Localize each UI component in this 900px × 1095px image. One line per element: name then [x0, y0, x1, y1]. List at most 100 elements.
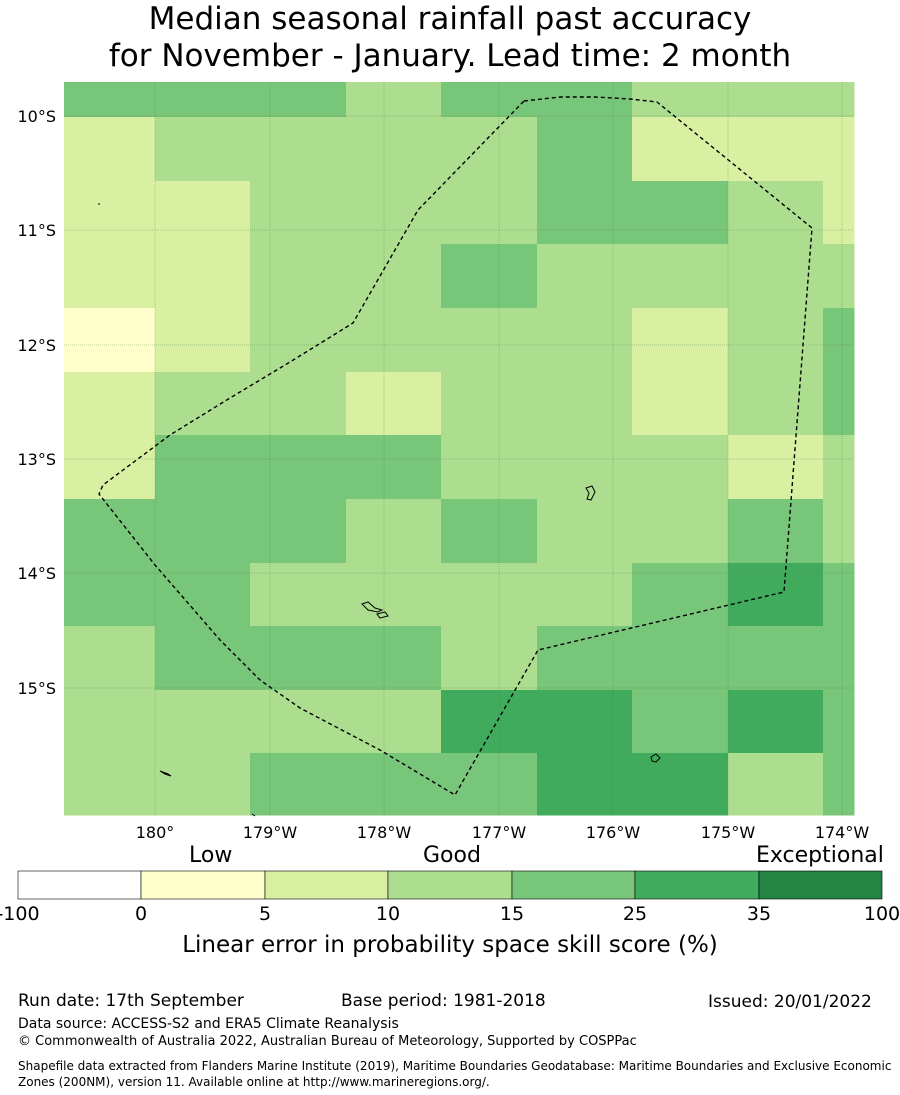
grid-cell — [250, 308, 347, 373]
legend-category-low: Low — [189, 843, 233, 868]
grid-cell — [346, 690, 442, 754]
grid-cell — [441, 563, 538, 627]
island-outline — [585, 485, 596, 501]
colorbar-tick-label: 25 — [623, 903, 647, 925]
grid-cell — [823, 82, 855, 118]
latitude-label: 14°S — [17, 564, 56, 583]
colorbar-segment — [17, 870, 142, 900]
grid-cell — [537, 753, 633, 816]
grid-cell — [728, 626, 824, 691]
grid-cell — [346, 563, 442, 627]
grid-cell — [441, 626, 538, 691]
grid-cell — [250, 244, 347, 309]
grid-cell — [250, 499, 347, 564]
grid-cells — [64, 82, 855, 816]
grid-cell — [155, 690, 251, 754]
colorbar-tick-label: 100 — [864, 903, 900, 925]
grid-cell — [64, 690, 156, 754]
grid-cell — [250, 690, 347, 754]
grid-cell — [728, 181, 824, 245]
latitude-label: 11°S — [17, 221, 56, 240]
grid-cell — [346, 82, 442, 118]
grid-cell — [346, 435, 442, 500]
grid-cell — [155, 563, 251, 627]
island-outline — [361, 601, 384, 613]
grid-cell — [728, 435, 824, 500]
grid-cell — [728, 117, 824, 182]
grid-cell — [441, 753, 538, 816]
colorbar-tick-label: 35 — [747, 903, 771, 925]
grid-cell — [441, 435, 538, 500]
grid-cell — [632, 372, 729, 436]
colorbar-title: Linear error in probability space skill … — [182, 932, 718, 958]
grid-cell — [155, 626, 251, 691]
grid-cell — [250, 117, 347, 182]
grid-cell — [537, 435, 633, 500]
grid-cell — [823, 308, 855, 373]
grid-cell — [346, 308, 442, 373]
legend-category-good: Good — [423, 843, 481, 868]
colorbar-ticks: -100 0 5 10 15 25 35 100 — [0, 903, 900, 925]
grid-cell — [346, 117, 442, 182]
grid-cell — [632, 244, 729, 309]
longitude-label: 175°W — [701, 823, 756, 842]
grid-cell — [64, 499, 156, 564]
grid-cell — [155, 117, 251, 182]
grid-cell — [537, 372, 633, 436]
grid-cell — [64, 117, 156, 182]
grid-cell — [728, 244, 824, 309]
grid-cell — [64, 626, 156, 691]
graticule — [64, 82, 854, 815]
grid-cell — [250, 563, 347, 627]
longitude-label: 179°W — [243, 823, 298, 842]
shapefile-credit-line-1: Shapefile data extracted from Flanders M… — [18, 1059, 892, 1073]
grid-cell — [823, 626, 855, 691]
grid-cell — [537, 499, 633, 564]
longitude-label: 177°W — [472, 823, 527, 842]
grid-cell — [441, 308, 538, 373]
colorbar-segment — [140, 870, 266, 900]
grid-cell — [250, 181, 347, 245]
grid-cell — [537, 626, 633, 691]
grid-cell — [64, 753, 156, 816]
grid-cell — [823, 753, 855, 816]
grid-cell — [823, 244, 855, 309]
grid-cell — [632, 308, 729, 373]
longitude-label: 174°W — [815, 823, 870, 842]
grid-cell — [64, 308, 156, 373]
eez-boundary — [98, 96, 813, 796]
colorbar-segment — [387, 870, 513, 900]
grid-cell — [728, 690, 824, 754]
grid-cell — [728, 753, 824, 816]
colorbar-tick-label: 0 — [135, 903, 147, 925]
latitude-label: 10°S — [17, 107, 56, 126]
grid-cell — [250, 626, 347, 691]
grid-cell — [250, 435, 347, 500]
grid-cell — [346, 626, 442, 691]
grid-cell — [155, 753, 251, 816]
grid-cell — [632, 690, 729, 754]
longitude-label: 176°W — [586, 823, 641, 842]
grid-cell — [632, 563, 729, 627]
data-source: Data source: ACCESS-S2 and ERA5 Climate … — [18, 1016, 399, 1032]
grid-cell — [64, 435, 156, 500]
copyright: © Commonwealth of Australia 2022, Austra… — [18, 1034, 637, 1049]
grid-cell — [441, 82, 538, 118]
grid-cell — [441, 117, 538, 182]
issued-date: Issued: 20/01/2022 — [708, 992, 872, 1012]
grid-cell — [537, 181, 633, 245]
grid-cell — [632, 181, 729, 245]
grid-cell — [64, 563, 156, 627]
grid-cell — [823, 117, 855, 182]
grid-cell — [64, 372, 156, 436]
grid-cell — [632, 117, 729, 182]
island-outline — [376, 611, 389, 619]
grid-cell — [823, 435, 855, 500]
grid-cell — [728, 499, 824, 564]
colorbar-tick-label: 5 — [259, 903, 271, 925]
grid-cell — [537, 82, 633, 118]
island-outline — [251, 813, 256, 817]
grid-cell — [155, 181, 251, 245]
latitude-label: 12°S — [17, 336, 56, 355]
